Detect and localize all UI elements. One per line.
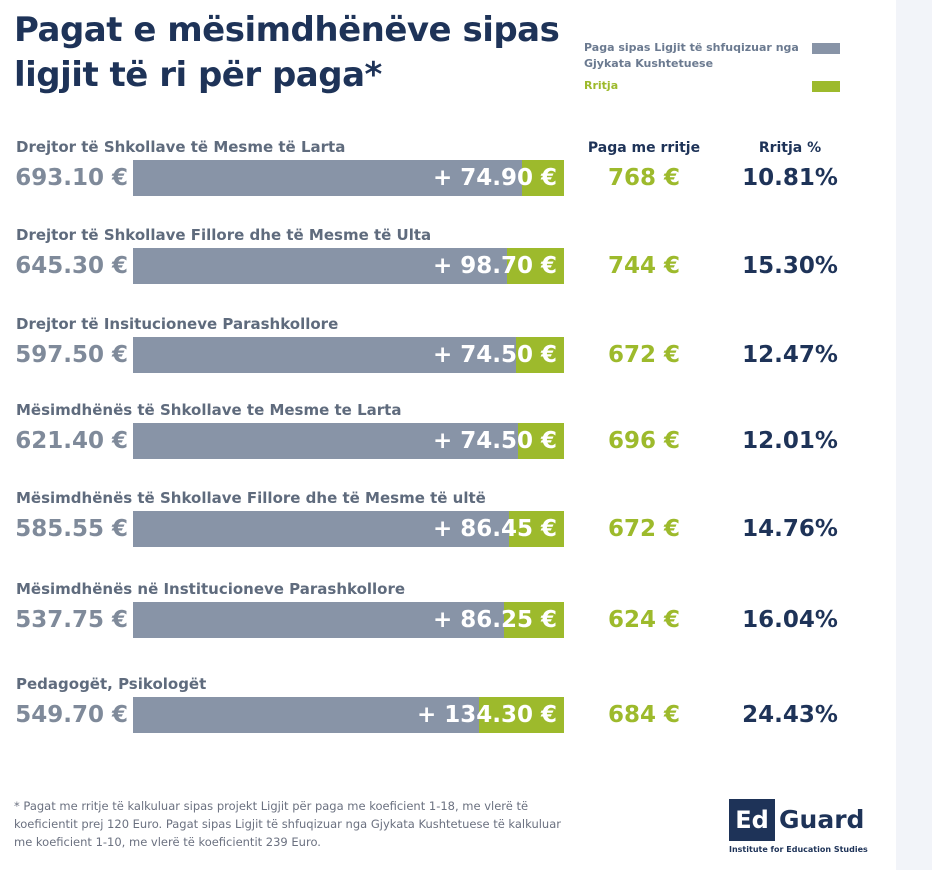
stacked-bar: + 86.25 €	[133, 602, 564, 638]
page-side-strip	[896, 0, 932, 870]
total-salary-value: 672 €	[607, 342, 681, 368]
chart-title: Pagat e mësimdhënëve sipas ligjit të ri …	[14, 10, 560, 95]
category-label: Pedagogët, Psikologët	[16, 675, 207, 693]
increase-value-label: + 74.50 €	[432, 342, 557, 368]
increase-value-label: + 74.50 €	[432, 428, 557, 454]
bar-segment-base	[133, 511, 509, 547]
category-label: Drejtor të Insitucioneve Parashkollore	[16, 315, 339, 333]
bar-segment-base	[133, 337, 516, 373]
total-salary-value: 744 €	[607, 253, 681, 279]
legend-item-base: Paga sipas Ligjit të shfuqizuar nga Gjyk…	[584, 40, 844, 78]
category-label: Mësimdhënës të Shkollave Fillore dhe të …	[16, 489, 486, 507]
bar-segment-increase: + 74.50 €	[433, 423, 564, 459]
stacked-bar: + 134.30 €	[133, 697, 564, 733]
logo-mark: Ed	[729, 799, 775, 841]
bar-segment-increase: + 86.45 €	[433, 511, 564, 547]
increase-value-label: + 86.25 €	[432, 607, 557, 633]
total-salary-value: 624 €	[607, 607, 681, 633]
base-value-label: 597.50 €	[15, 342, 128, 368]
category-label: Drejtor të Shkollave Fillore dhe të Mesm…	[16, 226, 432, 244]
stacked-bar: + 86.45 €	[133, 511, 564, 547]
legend-label-increase: Rritja	[584, 79, 619, 92]
chart-row: Mësimdhënës të Shkollave te Mesme te Lar…	[0, 401, 900, 481]
base-value-label: 537.75 €	[15, 607, 128, 633]
bar-segment-increase: + 86.25 €	[433, 602, 564, 638]
column-header-total: Paga me rritje	[587, 140, 701, 156]
category-label: Mësimdhënës të Shkollave te Mesme te Lar…	[16, 401, 402, 419]
bar-segment-base	[133, 602, 504, 638]
stacked-bar: + 98.70 €	[133, 248, 564, 284]
bar-segment-increase: + 74.50 €	[433, 337, 564, 373]
bar-segment-increase: + 134.30 €	[417, 697, 564, 733]
increase-value-label: + 134.30 €	[416, 702, 557, 728]
chart-row: Mësimdhënës në Institucioneve Parashkoll…	[0, 580, 900, 660]
stacked-bar: + 74.50 €	[133, 337, 564, 373]
total-salary-value: 768 €	[607, 165, 681, 191]
column-header-percent: Rritja %	[758, 140, 822, 156]
category-label: Drejtor të Shkollave të Mesme të Larta	[16, 138, 346, 156]
legend: Paga sipas Ligjit të shfuqizuar nga Gjyk…	[584, 40, 844, 98]
increase-percent-value: 10.81%	[742, 165, 838, 191]
category-label: Mësimdhënës në Institucioneve Parashkoll…	[16, 580, 406, 598]
chart-row: Drejtor të Shkollave Fillore dhe të Mesm…	[0, 226, 900, 306]
bar-segment-base	[133, 423, 518, 459]
total-salary-value: 684 €	[607, 702, 681, 728]
increase-percent-value: 12.01%	[742, 428, 838, 454]
legend-swatch-base	[812, 43, 840, 54]
chart-row: Drejtor të Shkollave të Mesme të Larta 69…	[0, 138, 900, 218]
total-salary-value: 696 €	[607, 428, 681, 454]
increase-value-label: + 98.70 €	[432, 253, 557, 279]
chart-row: Mësimdhënës të Shkollave Fillore dhe të …	[0, 489, 900, 569]
increase-percent-value: 12.47%	[742, 342, 838, 368]
logo-word: Guard	[779, 805, 865, 834]
increase-value-label: + 74.90 €	[432, 165, 557, 191]
legend-item-increase: Rritja	[584, 78, 844, 98]
increase-percent-value: 24.43%	[742, 702, 838, 728]
stacked-bar: + 74.50 €	[133, 423, 564, 459]
footnote: * Pagat me rritje të kalkuluar sipas pro…	[14, 799, 561, 849]
increase-value-label: + 86.45 €	[432, 516, 557, 542]
base-value-label: 645.30 €	[15, 253, 128, 279]
bar-segment-increase: + 98.70 €	[433, 248, 564, 284]
base-value-label: 549.70 €	[15, 702, 128, 728]
increase-percent-value: 15.30%	[742, 253, 838, 279]
logo-tagline: Institute for Education Studies	[729, 845, 868, 854]
chart-row: Pedagogët, Psikologët 549.70 € + 134.30 € 6…	[0, 675, 900, 755]
legend-swatch-increase	[812, 81, 840, 92]
base-value-label: 585.55 €	[15, 516, 128, 542]
bar-segment-base	[133, 697, 479, 733]
bar-segment-increase: + 74.90 €	[433, 160, 564, 196]
increase-percent-value: 16.04%	[742, 607, 838, 633]
bar-segment-base	[133, 248, 507, 284]
stacked-bar: + 74.90 €	[133, 160, 564, 196]
total-salary-value: 672 €	[607, 516, 681, 542]
increase-percent-value: 14.76%	[742, 516, 838, 542]
bar-segment-base	[133, 160, 522, 196]
chart-row: Drejtor të Insitucioneve Parashkollore 59…	[0, 315, 900, 395]
base-value-label: 621.40 €	[15, 428, 128, 454]
edguard-logo: Ed Guard Institute for Education Studies	[729, 799, 869, 859]
legend-label-base: Paga sipas Ligjit të shfuqizuar nga Gjyk…	[584, 41, 799, 70]
base-value-label: 693.10 €	[15, 165, 128, 191]
